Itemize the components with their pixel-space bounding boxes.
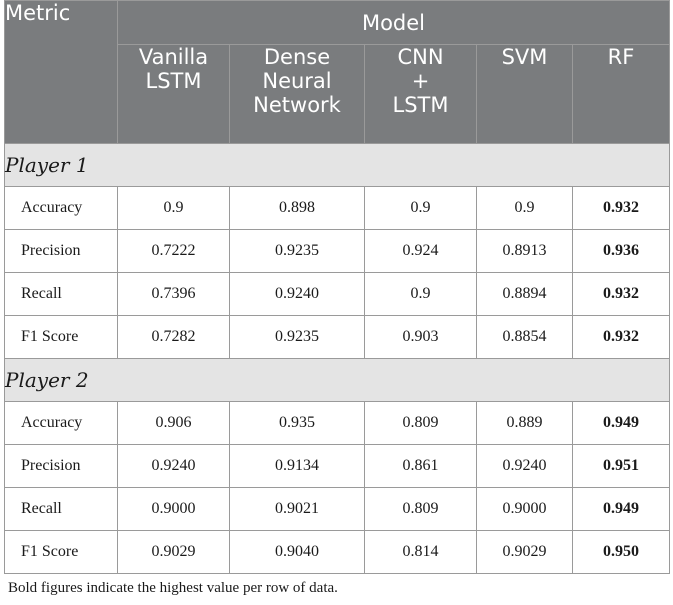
value-cell: 0.932 (572, 315, 670, 359)
value-cell: 0.7282 (117, 315, 230, 359)
value-cell: 0.924 (364, 229, 477, 273)
value-cell: 0.9134 (229, 444, 365, 488)
header-model-line: CNN (397, 45, 444, 69)
value-cell: 0.889 (476, 401, 573, 445)
table-row: Precision 0.9240 0.9134 0.861 0.9240 0.951 (4, 444, 670, 488)
value-cell: 0.8894 (476, 272, 573, 316)
header-model-line: Dense (263, 45, 331, 69)
value-cell: 0.7222 (117, 229, 230, 273)
section-row: Player 2 (4, 358, 670, 402)
value-cell: 0.949 (572, 401, 670, 445)
header-model-line: LSTM (392, 93, 449, 117)
value-cell: 0.9240 (117, 444, 230, 488)
header-model-2: CNN + LSTM (364, 44, 477, 144)
value-cell: 0.935 (229, 401, 365, 445)
table-row: Precision 0.7222 0.9235 0.924 0.8913 0.936 (4, 229, 670, 273)
header-model: Model (117, 0, 670, 45)
table-header: Metric Model Vanilla LSTM Dense Neural Netwo… (4, 0, 670, 144)
table-footnote: Bold figures indicate the highest value … (8, 580, 338, 596)
header-model-line: Neural (262, 69, 332, 93)
header-model-4: RF (572, 44, 670, 144)
header-model-1: Dense Neural Network (229, 44, 365, 144)
metric-cell: Accuracy (4, 401, 118, 445)
header-model-0: Vanilla LSTM (117, 44, 230, 144)
value-cell: 0.898 (229, 186, 365, 230)
table-row: Recall 0.9000 0.9021 0.809 0.9000 0.949 (4, 487, 670, 531)
header-model-line: Vanilla (138, 45, 209, 69)
header-model-line: LSTM (145, 69, 202, 93)
value-cell: 0.8913 (476, 229, 573, 273)
results-table: Metric Model Vanilla LSTM Dense Neural Netwo… (4, 0, 670, 574)
table-row: Accuracy 0.9 0.898 0.9 0.9 0.932 (4, 186, 670, 230)
value-cell: 0.950 (572, 530, 670, 574)
value-cell: 0.861 (364, 444, 477, 488)
value-cell: 0.814 (364, 530, 477, 574)
metric-cell: Precision (4, 229, 118, 273)
value-cell: 0.906 (117, 401, 230, 445)
table-row: Accuracy 0.906 0.935 0.809 0.889 0.949 (4, 401, 670, 445)
value-cell: 0.9235 (229, 229, 365, 273)
metric-cell: Recall (4, 272, 118, 316)
value-cell: 0.9029 (476, 530, 573, 574)
value-cell: 0.951 (572, 444, 670, 488)
value-cell: 0.9021 (229, 487, 365, 531)
metric-cell: Precision (4, 444, 118, 488)
value-cell: 0.9040 (229, 530, 365, 574)
metric-cell: Accuracy (4, 186, 118, 230)
value-cell: 0.949 (572, 487, 670, 531)
value-cell: 0.9 (364, 186, 477, 230)
value-cell: 0.8854 (476, 315, 573, 359)
header-model-line: RF (607, 45, 635, 69)
metric-cell: F1 Score (4, 315, 118, 359)
table-row: Recall 0.7396 0.9240 0.9 0.8894 0.932 (4, 272, 670, 316)
value-cell: 0.932 (572, 272, 670, 316)
value-cell: 0.9235 (229, 315, 365, 359)
value-cell: 0.9240 (476, 444, 573, 488)
value-cell: 0.903 (364, 315, 477, 359)
value-cell: 0.9 (476, 186, 573, 230)
table-body: Player 1 Accuracy 0.9 0.898 0.9 0.9 0.932 Preci… (4, 143, 670, 574)
value-cell: 0.9240 (229, 272, 365, 316)
value-cell: 0.809 (364, 401, 477, 445)
section-row: Player 1 (4, 143, 670, 187)
value-cell: 0.809 (364, 487, 477, 531)
value-cell: 0.936 (572, 229, 670, 273)
value-cell: 0.9000 (117, 487, 230, 531)
value-cell: 0.9 (117, 186, 230, 230)
value-cell: 0.9000 (476, 487, 573, 531)
metric-cell: Recall (4, 487, 118, 531)
value-cell: 0.932 (572, 186, 670, 230)
value-cell: 0.9 (364, 272, 477, 316)
table-row: F1 Score 0.9029 0.9040 0.814 0.9029 0.950 (4, 530, 670, 574)
section-label: Player 1 (4, 143, 670, 187)
header-metric: Metric (4, 0, 118, 144)
header-model-line: Network (253, 93, 341, 117)
value-cell: 0.7396 (117, 272, 230, 316)
header-model-line: SVM (501, 45, 548, 69)
table-row: F1 Score 0.7282 0.9235 0.903 0.8854 0.932 (4, 315, 670, 359)
header-model-line: + (411, 69, 430, 93)
value-cell: 0.9029 (117, 530, 230, 574)
section-label: Player 2 (4, 358, 670, 402)
metric-cell: F1 Score (4, 530, 118, 574)
header-model-3: SVM (476, 44, 573, 144)
